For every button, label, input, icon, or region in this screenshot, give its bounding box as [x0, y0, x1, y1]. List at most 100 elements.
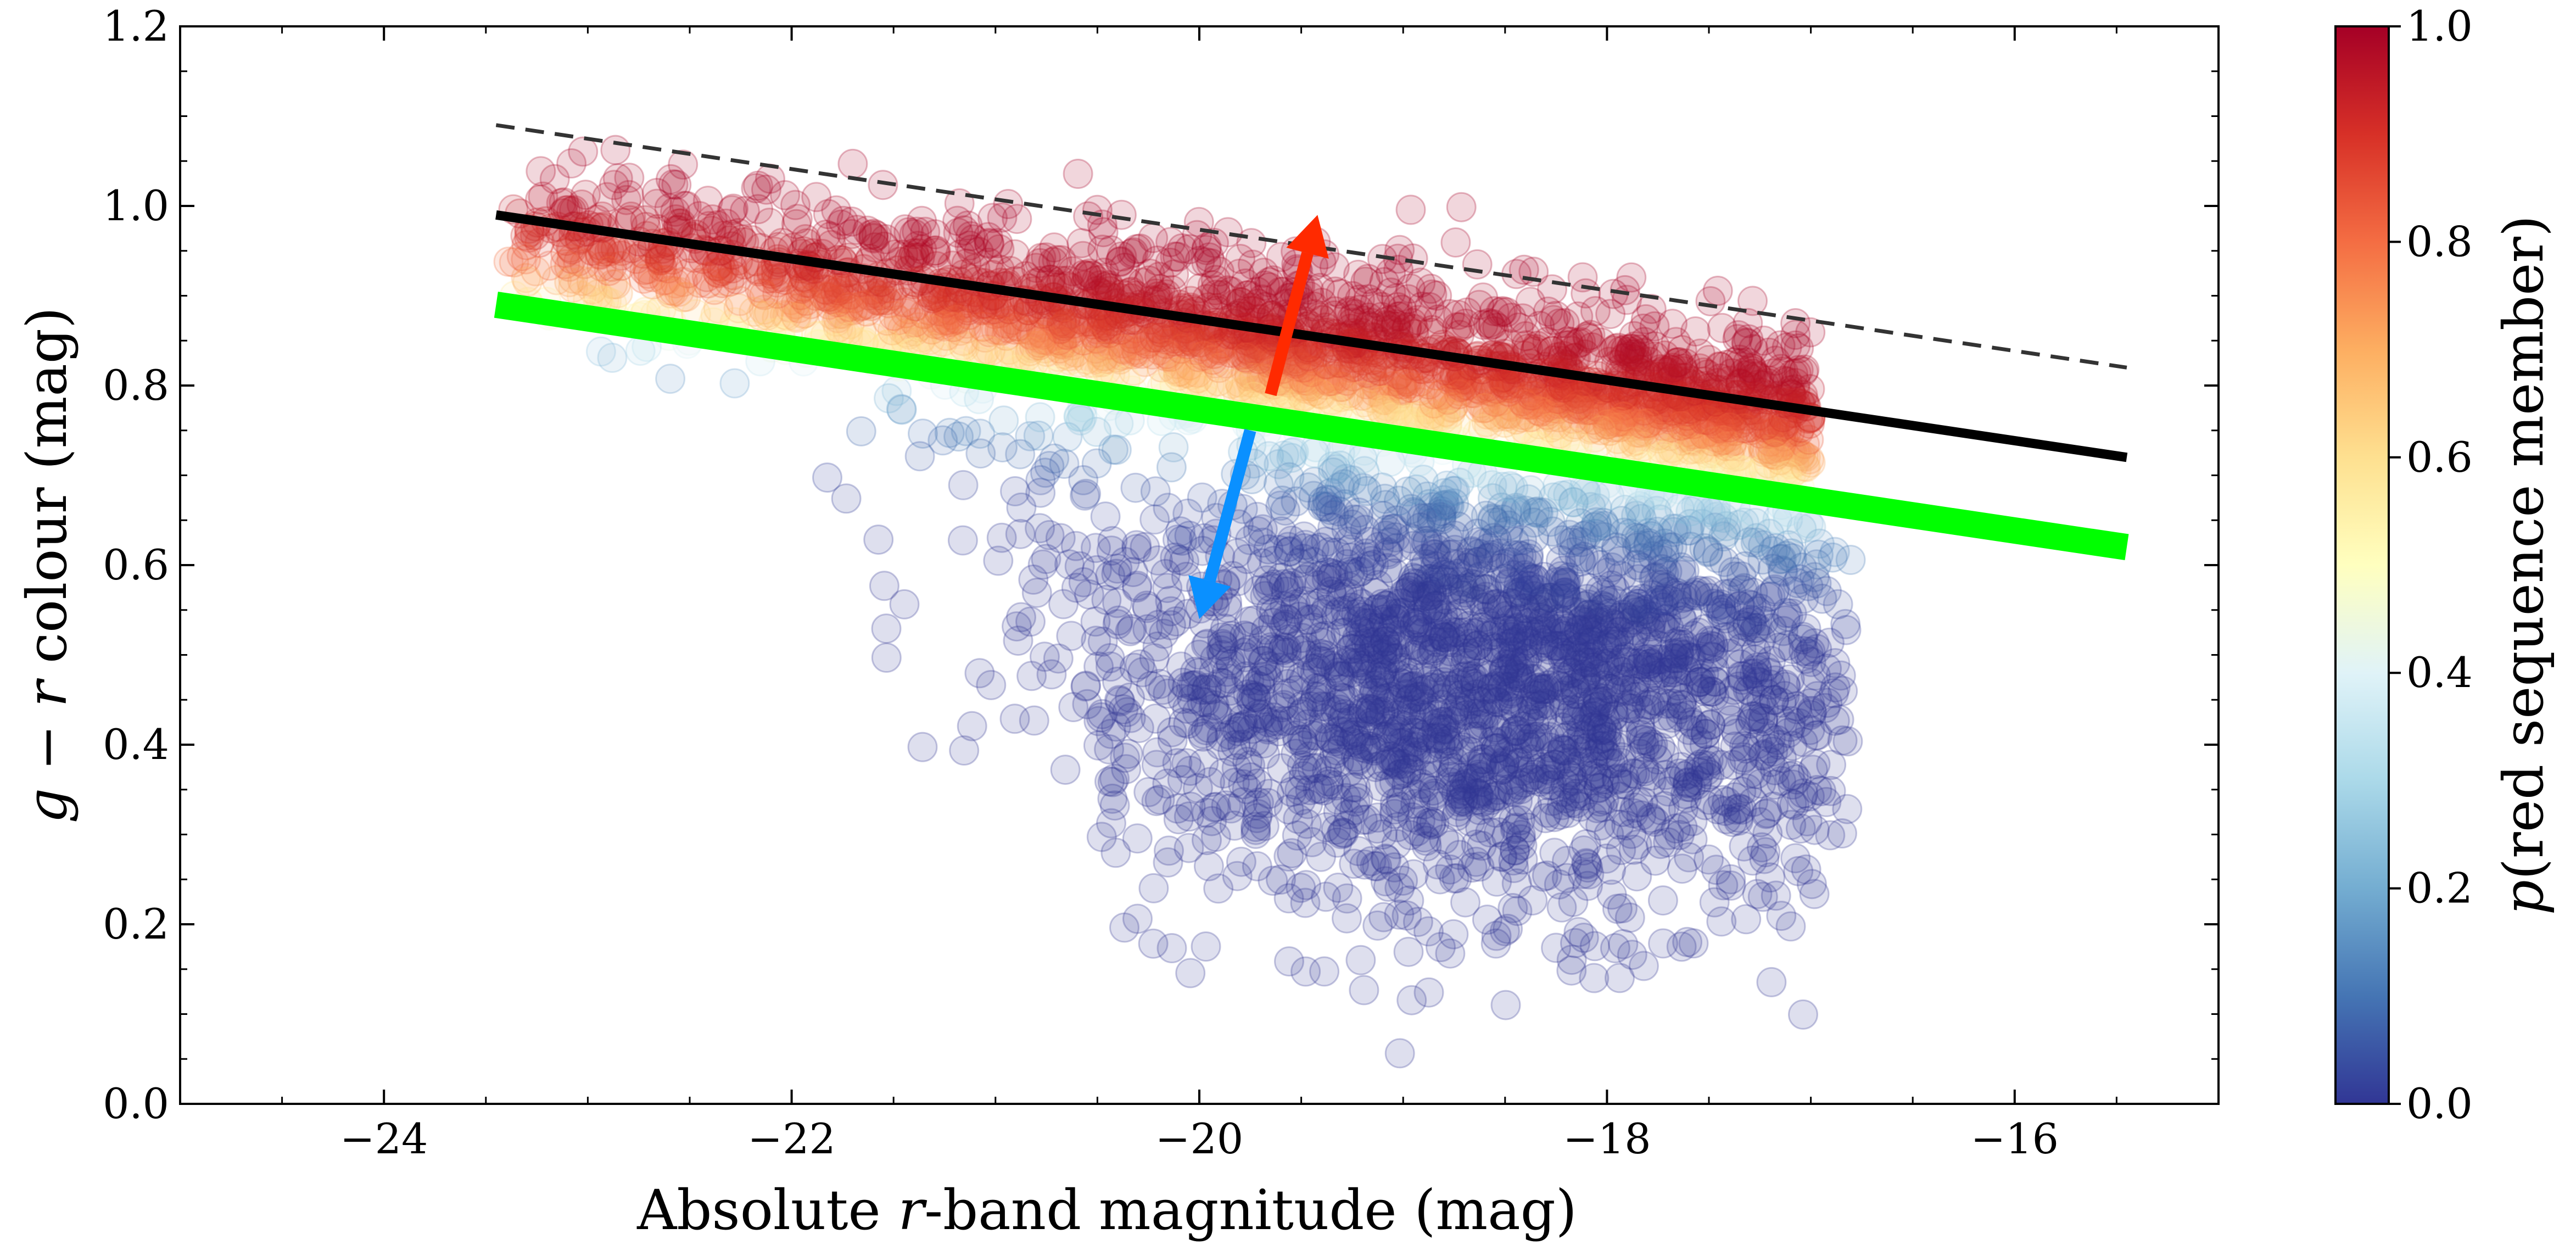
data-point	[1412, 580, 1443, 611]
data-point	[1118, 557, 1148, 588]
data-point	[1507, 631, 1538, 662]
data-point	[1263, 469, 1294, 500]
data-point	[1595, 730, 1625, 761]
data-point	[1635, 760, 1666, 791]
data-point	[1354, 633, 1384, 663]
data-point	[1258, 866, 1288, 896]
data-point	[1519, 522, 1549, 553]
data-point	[1227, 729, 1258, 760]
data-point	[1354, 716, 1384, 746]
data-point	[1211, 790, 1242, 821]
data-point	[1236, 228, 1267, 259]
data-point	[1762, 725, 1792, 755]
data-point	[1638, 729, 1668, 760]
data-point	[1583, 773, 1614, 803]
colorbar-tick-label: 0.6	[2406, 433, 2473, 482]
data-point	[1100, 838, 1131, 868]
data-point	[1270, 495, 1300, 526]
data-point	[1502, 577, 1533, 608]
data-point	[1497, 648, 1528, 679]
data-point	[1138, 928, 1169, 959]
data-point	[1052, 320, 1082, 350]
data-point	[1418, 780, 1449, 811]
data-point	[1835, 545, 1866, 575]
data-point	[1045, 523, 1076, 554]
data-point	[1357, 353, 1388, 383]
data-point	[871, 613, 902, 644]
data-point	[1393, 936, 1424, 967]
data-point	[1832, 794, 1863, 824]
y-tick-label: 1.0	[103, 181, 169, 230]
data-point	[1413, 593, 1444, 624]
data-point	[1557, 695, 1588, 725]
data-point	[1359, 634, 1389, 665]
data-point	[1804, 528, 1835, 559]
data-point	[1152, 573, 1183, 604]
data-point	[1748, 325, 1779, 356]
data-point	[1775, 911, 1806, 942]
data-point	[1497, 775, 1528, 806]
data-point	[1635, 616, 1666, 647]
data-point	[1330, 717, 1361, 747]
data-point	[1770, 672, 1801, 702]
data-point	[1360, 733, 1391, 764]
data-point	[1209, 630, 1239, 661]
data-point	[1356, 707, 1387, 738]
data-point	[1265, 683, 1295, 713]
data-point	[1382, 812, 1412, 842]
data-point	[1412, 808, 1443, 839]
data-point	[1507, 844, 1538, 875]
data-point	[1366, 657, 1397, 688]
data-point	[964, 658, 995, 689]
data-point	[1496, 644, 1527, 674]
data-point	[1528, 674, 1559, 705]
data-point	[1196, 248, 1227, 279]
data-point	[1733, 674, 1763, 705]
data-point	[1436, 830, 1467, 861]
data-point	[1578, 614, 1609, 645]
data-point	[907, 732, 938, 762]
data-point	[1700, 666, 1731, 697]
y-axis-label-minus: −	[15, 707, 79, 788]
data-point	[1282, 820, 1312, 851]
data-point	[1521, 689, 1551, 720]
data-point	[1571, 661, 1601, 692]
data-point	[1171, 672, 1202, 702]
data-point	[1643, 585, 1674, 616]
data-point	[1552, 675, 1583, 706]
data-point	[1396, 985, 1427, 1015]
data-point	[1578, 802, 1608, 833]
data-point	[1496, 616, 1527, 646]
data-point	[1275, 653, 1305, 684]
data-point	[1631, 594, 1662, 625]
data-point	[1258, 634, 1289, 665]
data-point	[1368, 604, 1399, 635]
data-point	[1087, 626, 1118, 657]
data-point	[1266, 864, 1296, 895]
data-point	[1005, 518, 1036, 549]
data-point	[1337, 281, 1367, 311]
data-point	[1706, 906, 1737, 937]
data-point	[1162, 748, 1193, 779]
data-point	[1383, 722, 1413, 753]
data-point	[1541, 567, 1572, 598]
data-point	[1435, 854, 1466, 885]
data-point	[1636, 607, 1667, 638]
data-point	[1636, 805, 1667, 835]
data-point	[1666, 752, 1696, 783]
data-point	[1245, 672, 1276, 702]
data-point	[1810, 693, 1841, 723]
data-point	[1271, 633, 1302, 664]
data-point	[910, 216, 941, 247]
data-point	[1283, 803, 1314, 834]
data-point	[1472, 574, 1502, 605]
data-point	[1379, 794, 1410, 825]
data-point	[1776, 598, 1807, 629]
data-point	[1487, 841, 1518, 872]
data-point	[1589, 649, 1620, 680]
data-point	[512, 266, 543, 297]
data-point	[1724, 590, 1755, 621]
data-point	[1398, 562, 1428, 593]
data-point	[1634, 518, 1664, 549]
data-point	[1548, 566, 1579, 596]
